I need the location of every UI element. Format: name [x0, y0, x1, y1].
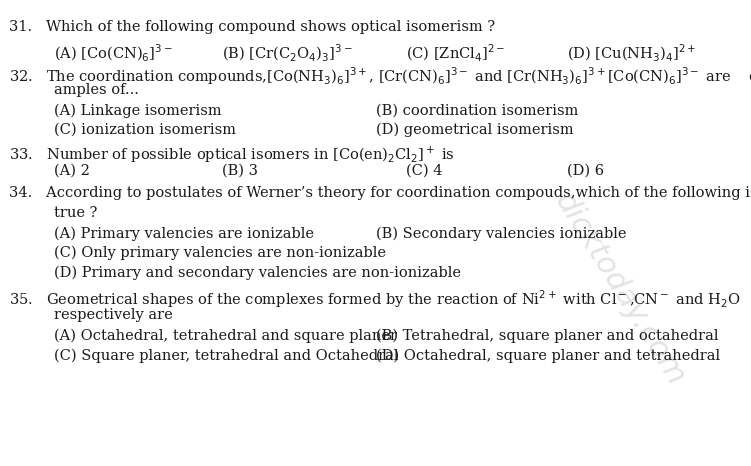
Text: (C) ionization isomerism: (C) ionization isomerism [54, 123, 236, 137]
Text: respectively are: respectively are [54, 308, 173, 322]
Text: (D) geometrical isomerism: (D) geometrical isomerism [376, 123, 573, 137]
Text: (D) Primary and secondary valencies are non-ionizable: (D) Primary and secondary valencies are … [54, 266, 461, 280]
Text: (C) Only primary valencies are non-ionizable: (C) Only primary valencies are non-ioniz… [54, 246, 386, 260]
Text: (B) [Cr(C$_2$O$_4$)$_3$]$^{3-}$: (B) [Cr(C$_2$O$_4$)$_3$]$^{3-}$ [222, 43, 352, 64]
Text: 32.   The coordination compounds,[Co(NH$_3$)$_6$]$^{3+}$, [Cr(CN)$_6$]$^{3-}$ an: 32. The coordination compounds,[Co(NH$_3… [9, 65, 751, 87]
Text: (A) Linkage isomerism: (A) Linkage isomerism [54, 103, 222, 118]
Text: amples of...: amples of... [54, 83, 139, 97]
Text: (B) Secondary valencies ionizable: (B) Secondary valencies ionizable [376, 226, 626, 241]
Text: true ?: true ? [54, 206, 98, 220]
Text: 34.   According to postulates of Werner’s theory for coordination compouds,which: 34. According to postulates of Werner’s … [9, 186, 751, 200]
Text: (A) [Co(CN)$_6$]$^{3-}$: (A) [Co(CN)$_6$]$^{3-}$ [54, 43, 173, 64]
Text: (A) Octahedral, tetrahedral and square planer: (A) Octahedral, tetrahedral and square p… [54, 329, 397, 343]
Text: 31.   Which of the following compound shows optical isomerism ?: 31. Which of the following compound show… [9, 20, 495, 34]
Text: (D) 6: (D) 6 [567, 164, 604, 178]
Text: (B) coordination isomerism: (B) coordination isomerism [376, 103, 578, 117]
Text: 35.   Geometrical shapes of the complexes formed by the reaction of Ni$^{2+}$ wi: 35. Geometrical shapes of the complexes … [9, 288, 740, 310]
Text: (D) [Cu(NH$_3$)$_4$]$^{2+}$: (D) [Cu(NH$_3$)$_4$]$^{2+}$ [567, 43, 696, 64]
Text: (C) 4: (C) 4 [406, 164, 442, 178]
Text: (B) Tetrahedral, square planer and octahedral: (B) Tetrahedral, square planer and octah… [376, 329, 718, 343]
Text: (C) Square planer, tetrahedral and Octahedral: (C) Square planer, tetrahedral and Octah… [54, 349, 399, 363]
Text: (A) Primary valencies are ionizable: (A) Primary valencies are ionizable [54, 226, 314, 241]
Text: (A) 2: (A) 2 [54, 164, 90, 178]
Text: 33.   Number of possible optical isomers in [Co(en)$_2$Cl$_2$]$^+$ is: 33. Number of possible optical isomers i… [9, 144, 455, 165]
Text: (C) [ZnCl$_4$]$^{2-}$: (C) [ZnCl$_4$]$^{2-}$ [406, 43, 505, 64]
Text: (D) Octahedral, square planer and tetrahedral: (D) Octahedral, square planer and tetrah… [376, 349, 719, 363]
Text: (B) 3: (B) 3 [222, 164, 258, 178]
Text: dicktoday.com: dicktoday.com [548, 187, 691, 391]
